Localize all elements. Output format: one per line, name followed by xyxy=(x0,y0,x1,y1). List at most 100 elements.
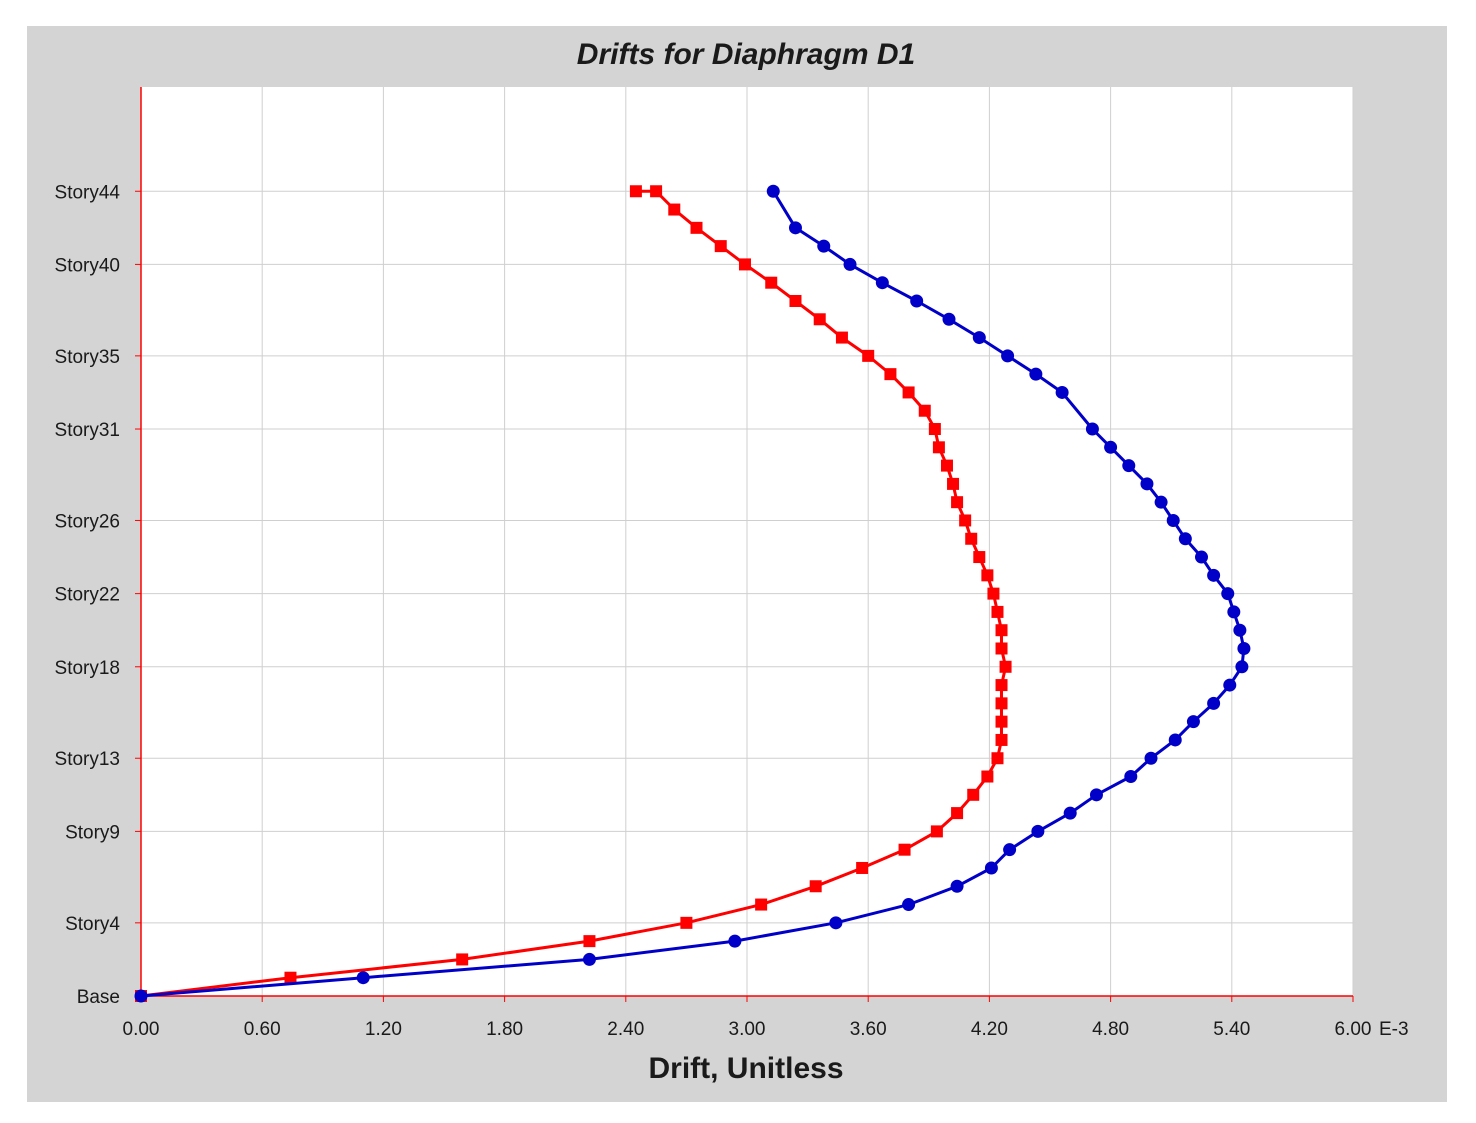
data-point xyxy=(991,605,1004,618)
data-point xyxy=(809,880,822,893)
y-tick-label: Story9 xyxy=(65,822,120,843)
data-point xyxy=(950,879,964,893)
data-point xyxy=(843,257,857,271)
x-tick-label: 2.40 xyxy=(607,1019,644,1040)
data-point xyxy=(1104,440,1118,454)
x-tick-label: 4.80 xyxy=(1092,1019,1129,1040)
data-point xyxy=(1178,532,1192,546)
data-point xyxy=(875,276,889,290)
x-unit-suffix: E-3 xyxy=(1379,1019,1409,1040)
data-point xyxy=(1055,385,1069,399)
data-point xyxy=(981,569,994,582)
data-point xyxy=(1166,513,1180,527)
data-point xyxy=(1227,605,1241,619)
data-point xyxy=(456,953,469,966)
x-tick-label: 3.60 xyxy=(850,1019,887,1040)
data-point xyxy=(995,624,1008,637)
data-point xyxy=(995,642,1008,655)
grid xyxy=(141,87,1354,996)
data-point xyxy=(940,459,953,472)
data-point xyxy=(1195,550,1208,564)
data-point xyxy=(951,496,964,509)
data-point xyxy=(690,221,703,234)
data-point xyxy=(1003,843,1017,857)
data-point xyxy=(862,349,875,362)
series-2 xyxy=(134,184,1251,1003)
x-tick-label: 6.00 xyxy=(1335,1019,1372,1040)
data-point xyxy=(1154,495,1168,509)
data-point xyxy=(1140,477,1154,491)
chart-title: Drifts for Diaphragm D1 xyxy=(577,38,915,71)
data-point xyxy=(884,368,897,381)
data-point xyxy=(898,843,911,856)
x-tick-label: 5.40 xyxy=(1213,1019,1250,1040)
y-tick-label: Story13 xyxy=(55,749,120,770)
data-point xyxy=(973,551,986,564)
data-point xyxy=(1031,824,1045,838)
data-point xyxy=(967,788,980,801)
data-point xyxy=(714,240,727,253)
y-tick-label: Story40 xyxy=(55,255,120,276)
data-point xyxy=(930,825,943,838)
data-point xyxy=(987,587,1000,600)
data-point xyxy=(856,861,869,874)
data-point xyxy=(1186,715,1200,729)
data-point xyxy=(817,239,831,253)
data-point xyxy=(910,294,924,308)
x-tick-label: 0.00 xyxy=(123,1019,160,1040)
y-tick-label: Story4 xyxy=(65,914,120,935)
x-tick-label: 4.20 xyxy=(971,1019,1008,1040)
tick-labels: 0.00 0.60 1.20 1.80 2.40 3.00 3.60 4.20 4.80 5.40… xyxy=(55,182,1409,1040)
data-point xyxy=(766,184,780,198)
data-point xyxy=(829,916,843,930)
data-point xyxy=(835,331,848,344)
data-point xyxy=(1207,568,1221,582)
data-point xyxy=(583,935,596,948)
y-tick-label: Base xyxy=(77,987,120,1008)
data-point xyxy=(965,532,978,545)
data-point xyxy=(972,331,986,345)
data-point xyxy=(902,386,915,399)
y-tick-label: Story31 xyxy=(55,420,120,441)
data-point xyxy=(999,660,1012,673)
data-point xyxy=(928,423,941,436)
axes xyxy=(135,87,1354,1002)
series-1 xyxy=(135,185,1012,1002)
data-point xyxy=(680,916,693,929)
data-point xyxy=(1089,788,1103,802)
x-axis-title: Drift, Unitless xyxy=(648,1052,843,1085)
data-point xyxy=(1124,770,1138,784)
y-tick-label: Story22 xyxy=(55,585,120,606)
data-point xyxy=(1223,678,1237,692)
data-point xyxy=(582,952,596,966)
data-point xyxy=(995,697,1008,710)
data-point xyxy=(789,294,802,307)
data-point xyxy=(650,185,663,198)
data-point xyxy=(1085,422,1099,436)
data-point xyxy=(984,861,998,875)
data-point xyxy=(1233,623,1247,637)
data-point xyxy=(755,898,768,911)
data-point xyxy=(995,715,1008,728)
data-point xyxy=(813,313,826,326)
data-point xyxy=(1207,696,1221,710)
data-point xyxy=(788,221,802,235)
data-point xyxy=(1144,751,1158,765)
y-tick-label: Story35 xyxy=(55,347,120,368)
data-point xyxy=(1029,367,1043,381)
data-point xyxy=(284,971,297,984)
data-point xyxy=(765,276,778,289)
data-point xyxy=(991,752,1004,765)
data-point xyxy=(356,971,370,985)
data-point xyxy=(1001,349,1015,363)
data-point xyxy=(932,441,945,454)
y-tick-label: Story26 xyxy=(55,511,120,532)
x-tick-label: 3.00 xyxy=(729,1019,766,1040)
series-layer xyxy=(134,184,1251,1003)
data-point xyxy=(738,258,751,271)
data-point xyxy=(668,203,681,216)
data-point xyxy=(134,989,148,1003)
data-point xyxy=(942,312,956,326)
data-point xyxy=(1063,806,1077,820)
data-point xyxy=(918,404,931,417)
